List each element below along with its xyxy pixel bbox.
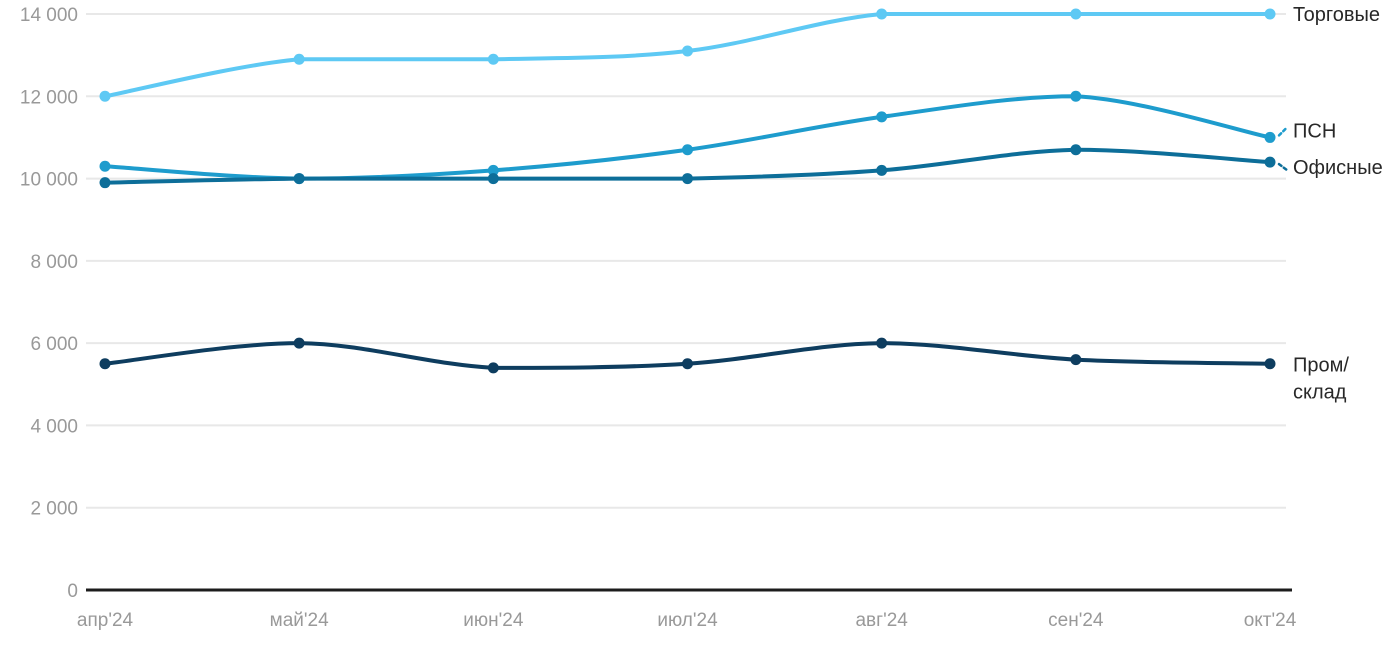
data-point-series-2[interactable] — [487, 173, 499, 185]
y-tick-label: 6 000 — [30, 334, 78, 355]
data-point-series-1[interactable] — [99, 160, 111, 172]
data-point-series-3[interactable] — [1070, 354, 1082, 366]
x-tick-label: сен'24 — [1048, 610, 1104, 631]
series-line-1 — [103, 94, 1272, 181]
label-connector-series-2 — [1277, 162, 1289, 172]
y-tick-label: 0 — [67, 581, 78, 602]
data-point-series-0[interactable] — [1070, 8, 1082, 20]
data-point-series-1[interactable] — [487, 164, 499, 176]
data-point-series-1[interactable] — [1264, 131, 1276, 143]
data-point-series-1[interactable] — [1070, 90, 1082, 102]
data-point-series-3[interactable] — [1264, 358, 1276, 370]
data-point-series-1[interactable] — [682, 144, 693, 156]
data-point-series-3[interactable] — [99, 358, 111, 370]
series-end-label-2: Офисные — [1293, 157, 1383, 179]
data-point-series-0[interactable] — [876, 8, 888, 20]
series-end-label-1: ПСН — [1293, 120, 1336, 142]
y-tick-label: 2 000 — [30, 499, 78, 520]
x-tick-label: июл'24 — [657, 610, 718, 631]
y-tick-label: 8 000 — [30, 252, 78, 273]
data-point-series-0[interactable] — [293, 53, 305, 65]
series-end-label-3: склад — [1293, 382, 1347, 404]
data-point-series-3[interactable] — [876, 337, 888, 349]
x-tick-label: июн'24 — [463, 610, 524, 631]
data-point-series-0[interactable] — [1264, 8, 1276, 20]
label-connector-series-1 — [1277, 126, 1289, 137]
x-tick-label: окт'24 — [1244, 610, 1297, 631]
data-point-series-3[interactable] — [682, 358, 693, 370]
data-point-series-1[interactable] — [876, 111, 888, 123]
y-tick-label: 14 000 — [20, 5, 78, 26]
data-point-series-2[interactable] — [1264, 156, 1276, 168]
data-point-series-2[interactable] — [293, 173, 305, 185]
series-end-label-3: Пром/ — [1293, 355, 1349, 377]
data-point-series-0[interactable] — [99, 90, 111, 102]
data-point-series-2[interactable] — [876, 164, 888, 176]
data-point-series-3[interactable] — [293, 337, 305, 349]
y-tick-label: 10 000 — [20, 170, 78, 191]
data-point-series-0[interactable] — [682, 45, 693, 57]
x-tick-label: май'24 — [270, 610, 329, 631]
data-point-series-3[interactable] — [487, 362, 499, 374]
x-tick-label: апр'24 — [77, 610, 134, 631]
y-tick-label: 12 000 — [20, 87, 78, 108]
data-point-series-2[interactable] — [682, 173, 693, 185]
y-tick-label: 4 000 — [30, 416, 78, 437]
series-end-label-0: Торговые — [1293, 4, 1380, 26]
x-tick-label: авг'24 — [855, 610, 908, 631]
data-point-series-2[interactable] — [1070, 144, 1082, 156]
data-point-series-2[interactable] — [99, 177, 111, 189]
data-point-series-0[interactable] — [487, 53, 499, 65]
